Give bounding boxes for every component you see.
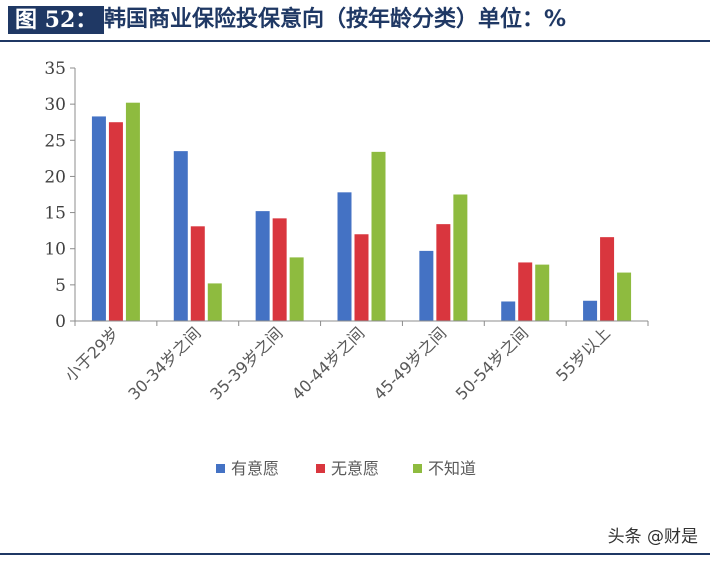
bar-2-5 bbox=[436, 224, 451, 321]
header: 图 52： 韩国商业保险投保意向（按年龄分类）单位：% bbox=[0, 0, 710, 42]
y-tick-label-5: 25 bbox=[44, 131, 66, 151]
bar-chart: 0 5 10 15 20 25 30 35 小于29岁 30-34岁之间 35-39岁之间 40-44… bbox=[44, 59, 649, 478]
x-tick-label-7: 55岁以上 bbox=[552, 323, 614, 385]
x-tick-label-4: 40-44岁之间 bbox=[288, 323, 368, 403]
figure-label: 图 52： bbox=[8, 6, 105, 34]
bar-3-1 bbox=[125, 102, 140, 321]
legend-label-3: 不知道 bbox=[428, 459, 476, 478]
bar-1-6 bbox=[501, 301, 516, 321]
legend-label-1: 有意愿 bbox=[231, 459, 279, 478]
y-tick-label-3: 15 bbox=[44, 204, 66, 224]
legend: 有意愿 无意愿 不知道 bbox=[216, 459, 476, 478]
x-tick-label-6: 50-54岁之间 bbox=[452, 323, 532, 403]
y-tick-label-0: 0 bbox=[55, 312, 66, 332]
bar-1-5 bbox=[419, 250, 434, 321]
bar-3-6 bbox=[535, 264, 550, 321]
y-tick-label-7: 35 bbox=[44, 59, 66, 79]
x-tick-label-3: 35-39岁之间 bbox=[206, 323, 286, 403]
bar-3-5 bbox=[453, 194, 468, 321]
bar-1-7 bbox=[583, 300, 598, 321]
legend-label-2: 无意愿 bbox=[331, 459, 379, 478]
bar-2-3 bbox=[272, 218, 287, 321]
bar-3-7 bbox=[617, 272, 632, 321]
y-tick-label-4: 20 bbox=[44, 167, 66, 187]
legend-swatch-2 bbox=[316, 464, 325, 473]
y-tick-label-6: 30 bbox=[44, 95, 66, 115]
bar-2-4 bbox=[354, 234, 369, 321]
y-tick-label-1: 5 bbox=[55, 276, 66, 296]
bar-2-2 bbox=[190, 226, 205, 321]
x-tick-label-1: 小于29岁 bbox=[61, 323, 123, 385]
bar-2-7 bbox=[600, 237, 615, 321]
footer-divider bbox=[0, 553, 710, 555]
x-tick-label-5: 45-49岁之间 bbox=[370, 323, 450, 403]
bar-3-2 bbox=[207, 283, 222, 321]
bar-1-1 bbox=[91, 116, 106, 321]
bar-2-6 bbox=[518, 262, 533, 321]
legend-swatch-1 bbox=[216, 464, 225, 473]
chart-title: 韩国商业保险投保意向（按年龄分类）单位：% bbox=[104, 7, 567, 32]
watermark: 头条 @财是 bbox=[607, 527, 698, 547]
legend-swatch-3 bbox=[413, 464, 422, 473]
bar-3-4 bbox=[371, 151, 386, 321]
x-tick-label-2: 30-34岁之间 bbox=[124, 323, 204, 403]
bar-3-3 bbox=[289, 257, 304, 321]
bar-2-1 bbox=[108, 122, 123, 321]
bar-1-2 bbox=[173, 151, 188, 321]
bars-group bbox=[91, 102, 632, 321]
y-tick-label-2: 10 bbox=[44, 240, 66, 260]
bar-1-4 bbox=[337, 192, 352, 321]
bar-1-3 bbox=[255, 211, 270, 321]
